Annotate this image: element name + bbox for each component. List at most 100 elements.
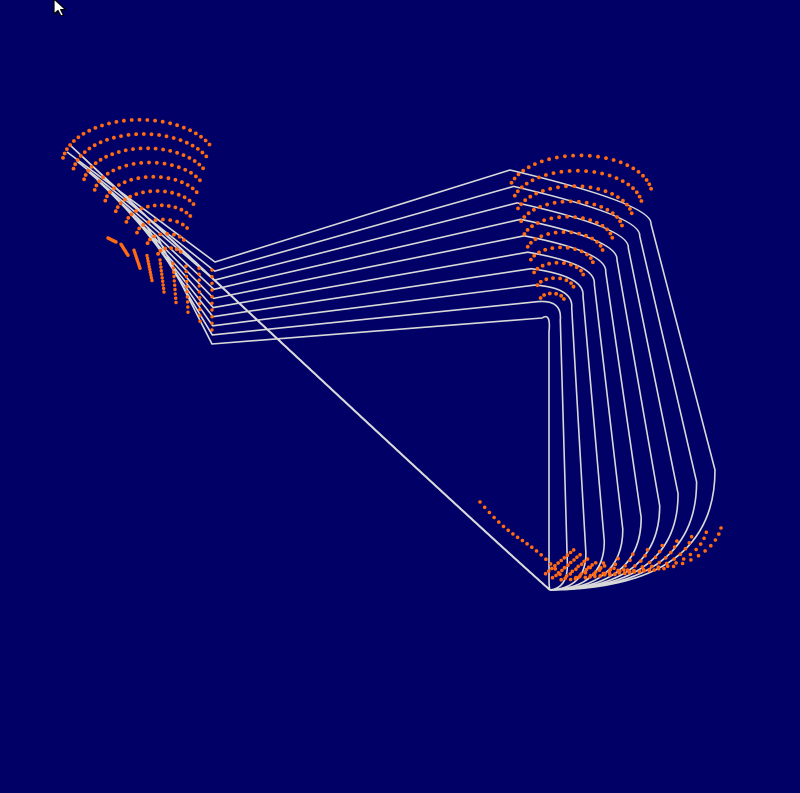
arc-dot [148,237,152,242]
arc-dot [204,154,209,159]
arc-dot [594,220,599,225]
arc-dot [184,140,189,145]
band-dot [145,253,149,258]
curve-dot [579,562,584,566]
arc-dot [621,198,625,203]
band-dot [198,301,202,306]
arc-dot [603,189,608,194]
arc-dot [198,178,202,183]
arc-dot [175,123,180,128]
curve-dot [568,550,573,555]
arc-dot [544,173,548,177]
arc-dot [547,291,552,296]
curve-dot [616,556,620,561]
arc-dot [571,153,575,158]
arc-dot [605,207,610,212]
approach-dot [506,528,511,533]
arc-dot [512,176,517,181]
curve-dot [662,566,666,571]
strand-b [70,145,551,591]
arc-dot [83,173,88,177]
band-dot [210,328,214,332]
curve-dot [650,564,654,569]
curve-dot [560,568,564,573]
curve-dot [640,565,645,569]
arc-dot [87,146,92,151]
curve-dot [657,549,662,554]
strand-a [136,216,587,591]
band-dot [161,283,165,287]
curve-dot [570,569,575,574]
band-dot [145,256,150,260]
band-dot [185,285,189,289]
arc-dot [519,185,524,190]
approach-dot [520,538,525,543]
arc-dot [185,183,190,187]
arc-dot [616,195,620,200]
band-dot [171,266,175,270]
arc-dot [552,200,557,205]
band-dot [114,240,118,244]
approach-dot [492,515,496,520]
arc-dot [122,118,126,123]
arc-dot [535,266,540,271]
curve-dot [546,569,551,573]
arc-dot [161,217,165,222]
arc-dot [564,278,569,283]
arc-dot [105,171,110,176]
band-dot [171,261,175,266]
arc-dot [534,191,539,196]
arc-dot [62,151,67,156]
curve-dot [703,549,707,553]
arc-dot [625,163,630,168]
arc-dot [157,133,162,137]
curve-dot [588,573,593,578]
approach-dot [534,549,539,553]
arc-dot [183,167,188,172]
arc-dot [100,123,104,128]
arc-dot [158,232,163,237]
band-dot [210,308,214,312]
curve-dot [681,557,686,561]
band-dot [185,295,189,299]
curve-dot [583,575,588,580]
arc-dot [178,249,183,254]
approach-dot [515,535,520,540]
arc-dot [631,186,635,191]
arc-dot [581,216,585,221]
arc-dot [123,148,128,153]
curve-dot [585,557,590,561]
arc-dot [175,150,180,155]
curve-dot [618,569,622,574]
curve-dot [601,561,606,565]
strand-a [126,207,606,591]
approach-dot [539,553,543,557]
arc-dot [595,240,599,244]
curve-dot [627,570,632,574]
band-dot [174,300,178,305]
arc-dot [610,192,614,196]
arc-dot [549,216,554,221]
arc-dot [188,128,193,133]
band-dot [172,274,176,279]
curve-dot [689,534,694,539]
arc-dot [162,161,167,166]
curve-dot [653,555,658,560]
curve-dot [702,536,706,541]
band-dot [184,264,188,268]
band-dot [148,267,152,272]
arc-dot [620,223,624,228]
arc-dot [542,293,546,297]
arc-dot [119,134,123,139]
curve-dot [608,573,612,577]
curve-dot [674,561,678,565]
curve-dot [593,570,598,574]
arc-dot [526,211,531,216]
band-dot [147,265,151,269]
arc-dot [628,207,632,211]
curve-dot [683,546,688,551]
arc-dot [153,218,158,223]
arc-dot [556,185,560,190]
